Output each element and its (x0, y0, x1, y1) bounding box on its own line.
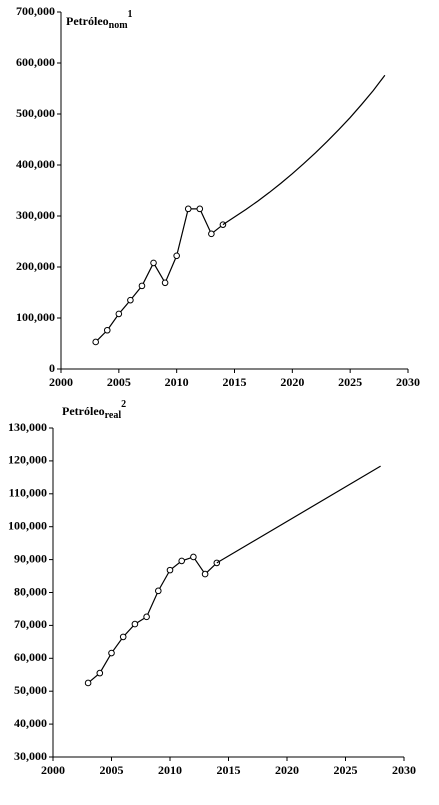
marker (173, 252, 180, 260)
y-tick-label: 0 (49, 361, 55, 375)
y-tick-label: 300,000 (16, 208, 55, 222)
line (216, 465, 381, 564)
chart-title: Petróleonom1 (66, 9, 133, 31)
y-tick-label: 60,000 (14, 650, 47, 664)
x-tick-label: 2025 (334, 763, 358, 777)
line (222, 74, 386, 226)
x-tick-label: 2010 (158, 763, 182, 777)
y-tick-label: 40,000 (14, 716, 47, 730)
x-tick-label: 2000 (49, 375, 73, 389)
marker (92, 338, 99, 346)
title-superscript: 1 (128, 9, 133, 20)
y-tick-label: 70,000 (14, 617, 47, 631)
marker (84, 679, 92, 687)
marker (143, 613, 150, 621)
marker (161, 279, 169, 287)
line (95, 208, 224, 343)
chart-title: Petróleoreal2 (62, 399, 126, 421)
x-tick-label: 2000 (41, 763, 65, 777)
y-tick-label: 700,000 (16, 4, 55, 18)
marker (119, 633, 127, 641)
marker (108, 649, 115, 657)
marker (166, 566, 174, 574)
marker (131, 620, 139, 628)
x-tick-label: 2010 (165, 375, 189, 389)
x-tick-label: 2015 (223, 375, 247, 389)
x-tick-label: 2020 (275, 763, 299, 777)
marker (96, 669, 104, 677)
y-tick-label: 100,000 (8, 518, 47, 532)
marker (155, 587, 162, 595)
marker (190, 553, 197, 561)
y-tick-label: 500,000 (16, 106, 55, 120)
marker (138, 282, 146, 290)
title-text: Petróleo (62, 404, 105, 418)
y-tick-label: 110,000 (9, 486, 47, 500)
marker (150, 259, 157, 267)
x-tick-label: 2025 (338, 375, 362, 389)
x-tick-label: 2005 (107, 375, 131, 389)
marker (103, 326, 111, 334)
line (87, 556, 218, 684)
y-tick-label: 130,000 (8, 420, 47, 434)
y-tick-label: 50,000 (14, 683, 47, 697)
y-tick-label: 200,000 (16, 259, 55, 273)
marker (184, 205, 192, 213)
y-tick-label: 30,000 (14, 749, 47, 763)
title-subscript: real (105, 410, 122, 421)
x-tick-label: 2020 (280, 375, 304, 389)
y-tick-label: 600,000 (16, 55, 55, 69)
y-tick-label: 120,000 (8, 453, 47, 467)
marker (201, 570, 209, 578)
x-tick-label: 2030 (396, 375, 420, 389)
y-tick-label: 100,000 (16, 310, 55, 324)
y-tick-label: 400,000 (16, 157, 55, 171)
x-tick-label: 2030 (392, 763, 416, 777)
marker (115, 310, 123, 318)
x-tick-label: 2005 (100, 763, 124, 777)
y-tick-label: 80,000 (14, 584, 47, 598)
marker (196, 205, 204, 213)
title-superscript: 2 (121, 399, 126, 410)
marker (208, 230, 215, 238)
y-tick-label: 90,000 (14, 551, 47, 565)
title-text: Petróleo (66, 14, 109, 28)
marker (127, 296, 134, 304)
marker (178, 557, 185, 565)
x-tick-label: 2015 (217, 763, 241, 777)
title-subscript: nom (109, 20, 129, 31)
